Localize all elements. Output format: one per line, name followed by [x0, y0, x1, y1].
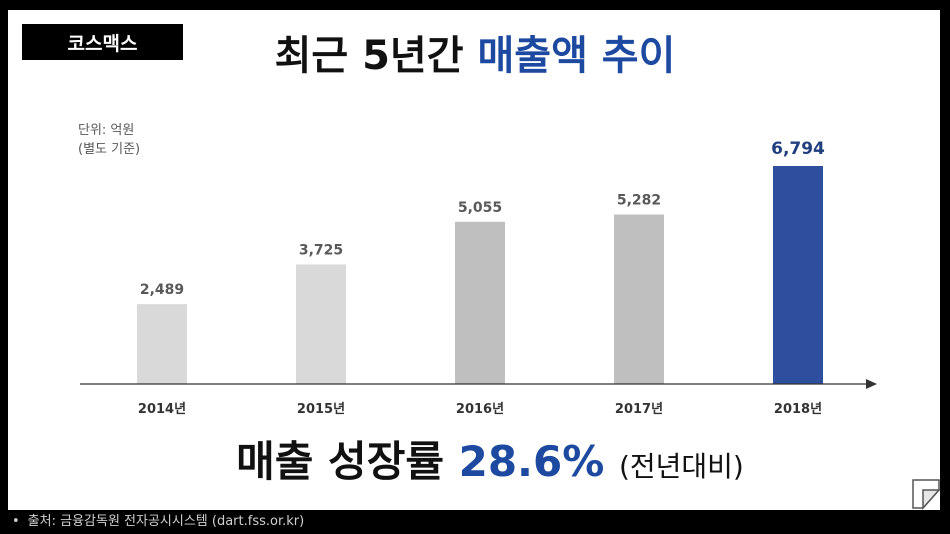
tick-label-1: 2015년	[297, 402, 345, 417]
bullet-icon: •	[12, 514, 20, 529]
source-note: • 출처: 금융감독원 전자공시시스템 (dart.fss.or.kr)	[12, 512, 304, 532]
unit-note-line1: 단위: 억원	[78, 123, 135, 138]
growth-rate: 매출 성장률 28.6% (전년대비)	[100, 432, 880, 492]
growth-value: 28.6%	[458, 437, 605, 486]
bar-1	[296, 264, 346, 384]
source-text: 출처: 금융감독원 전자공시시스템 (dart.fss.or.kr)	[27, 514, 305, 529]
brand-label: 코스맥스	[21, 23, 184, 61]
page-fold-icon	[912, 479, 941, 510]
data-label-1: 3,725	[299, 242, 343, 258]
tick-label-4: 2018년	[774, 402, 822, 417]
tick-label-3: 2017년	[615, 402, 663, 417]
unit-note: 단위: 억원 (별도 기준)	[78, 121, 140, 159]
growth-comparison: (전년대비)	[618, 450, 744, 483]
bar-3	[614, 214, 664, 384]
data-label-4: 6,794	[771, 139, 825, 159]
tick-label-2: 2016년	[456, 402, 504, 417]
data-label-3: 5,282	[617, 193, 661, 209]
tick-label-0: 2014년	[138, 402, 186, 417]
data-label-0: 2,489	[140, 282, 184, 298]
unit-note-line2: (별도 기준)	[78, 142, 141, 157]
title-main: 최근 5년간	[274, 33, 464, 79]
bar-4	[773, 166, 823, 384]
page-title: 최근 5년간 매출액 추이	[180, 26, 770, 86]
growth-label: 매출 성장률	[236, 437, 444, 486]
bar-2	[455, 221, 505, 384]
x-axis-arrow-icon	[866, 379, 877, 389]
title-accent: 매출액 추이	[477, 33, 676, 79]
bar-0	[137, 304, 187, 384]
data-label-2: 5,055	[458, 200, 502, 216]
